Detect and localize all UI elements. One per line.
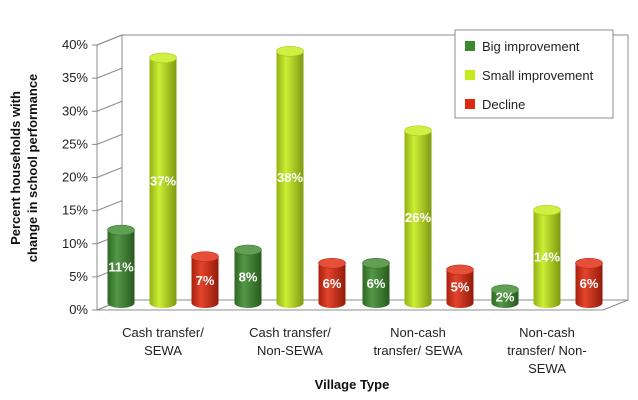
y-tick-wall-line xyxy=(96,100,123,112)
data-label: 7% xyxy=(196,273,215,288)
legend-item: Decline xyxy=(465,97,525,112)
data-label: 38% xyxy=(277,170,303,185)
bar-body xyxy=(191,256,219,308)
legend-item: Big improvement xyxy=(465,39,580,54)
y-tick-wall-line xyxy=(96,67,123,79)
bar-top xyxy=(318,257,346,269)
data-label: 11% xyxy=(108,260,134,275)
x-category-line: transfer/ Non- xyxy=(507,343,586,358)
legend-box xyxy=(454,29,614,119)
bar-body xyxy=(276,51,304,308)
data-label: 37% xyxy=(150,173,176,188)
y-tick-wall-line xyxy=(96,200,123,212)
bar-1-1: 11% xyxy=(107,224,135,308)
axis-titles: Village Type Percent households with cha… xyxy=(8,74,389,392)
bar-body xyxy=(234,250,262,308)
bar-top xyxy=(234,244,262,256)
bar-3-2: 6% xyxy=(318,257,346,308)
bar-1-4: 2% xyxy=(491,284,519,308)
bar-top xyxy=(191,251,219,262)
bar-2-4: 14% xyxy=(533,204,561,308)
y-tick-label: 25% xyxy=(62,136,88,151)
legend-label: Big improvement xyxy=(482,39,580,54)
data-label: 8% xyxy=(239,270,258,285)
x-category-line: Non-cash xyxy=(390,325,446,340)
bar-body xyxy=(533,210,561,308)
y-tick-label: 35% xyxy=(62,70,88,85)
x-category-label: Cash transfer/SEWA xyxy=(122,325,204,358)
bar-body xyxy=(362,263,390,308)
bar-top xyxy=(404,125,432,137)
legend-label: Small improvement xyxy=(482,68,594,83)
legend-swatch xyxy=(465,41,475,51)
x-category-line: Non-SEWA xyxy=(257,343,323,358)
x-axis-title: Village Type xyxy=(315,377,390,392)
bar-3-1: 7% xyxy=(191,251,219,308)
y-tick-label: 30% xyxy=(62,103,88,118)
bar-3-3: 5% xyxy=(446,264,474,308)
bar-top xyxy=(491,284,519,296)
legend-label: Decline xyxy=(482,97,525,112)
bar-body xyxy=(149,57,177,308)
bar-top xyxy=(446,264,474,276)
bar-2-1: 37% xyxy=(149,52,177,308)
x-category-line: transfer/ SEWA xyxy=(373,343,462,358)
y-tick-label: 15% xyxy=(62,203,88,218)
x-category-label: Non-cash transfer/ Non- SEWA xyxy=(507,325,586,376)
legend-swatch xyxy=(465,70,475,80)
x-category-line: SEWA xyxy=(144,343,182,358)
y-tick-label: 10% xyxy=(62,236,88,251)
y-tick-label: 40% xyxy=(62,37,88,52)
bar-body xyxy=(575,263,603,308)
y-tick-wall-line xyxy=(96,167,123,178)
bar-top xyxy=(149,52,177,64)
y-tick-label: 0% xyxy=(69,302,88,317)
bar-2-2: 38% xyxy=(276,45,304,308)
x-category-label: Non-cash transfer/ SEWA xyxy=(373,325,462,358)
bar-1-3: 6% xyxy=(362,257,390,308)
bar-2-3: 26% xyxy=(404,125,432,308)
x-category-line: Cash transfer/ xyxy=(122,325,204,340)
bar-top xyxy=(362,257,390,269)
y-axis-title-line-2: change in school performance xyxy=(25,74,40,263)
bar-body xyxy=(107,230,135,308)
x-category-line: SEWA xyxy=(528,361,566,376)
legend-item: Small improvement xyxy=(465,68,594,83)
bar-top xyxy=(107,224,135,236)
bars: 11% 37% 7% 8% 38% 6% 6% 26% 5% 2% 14% 6% xyxy=(107,45,603,308)
bar-1-2: 8% xyxy=(234,244,262,308)
data-label: 5% xyxy=(451,279,470,294)
legend: Big improvement Small improvement Decline xyxy=(454,29,614,119)
data-label: 6% xyxy=(367,276,386,291)
bar-body xyxy=(318,263,346,308)
y-axis-title-line-1: Percent households with xyxy=(8,91,23,245)
legend-swatch xyxy=(465,99,475,109)
bar-top xyxy=(575,257,603,269)
y-tick-label: 20% xyxy=(62,170,88,185)
bar-top xyxy=(533,204,561,216)
x-category-line: Non-cash xyxy=(519,325,575,340)
bar-3-4: 6% xyxy=(575,257,603,308)
data-label: 14% xyxy=(534,250,560,265)
data-label: 6% xyxy=(580,276,599,291)
bar-top xyxy=(276,45,304,57)
bar-body xyxy=(404,130,432,308)
y-tick-label: 5% xyxy=(69,269,88,284)
bar-body xyxy=(446,269,474,308)
y-axis-ticks: 0% 5% 10% 15% 20% 25% 30% 35% 40% xyxy=(62,34,123,317)
y-tick-wall-line xyxy=(96,133,123,145)
data-label: 2% xyxy=(496,289,515,304)
x-category-line: Cash transfer/ xyxy=(249,325,331,340)
data-label: 26% xyxy=(405,210,431,225)
x-category-label: Cash transfer/Non-SEWA xyxy=(249,325,331,358)
data-label: 6% xyxy=(323,276,342,291)
y-tick-wall-line xyxy=(96,34,123,46)
